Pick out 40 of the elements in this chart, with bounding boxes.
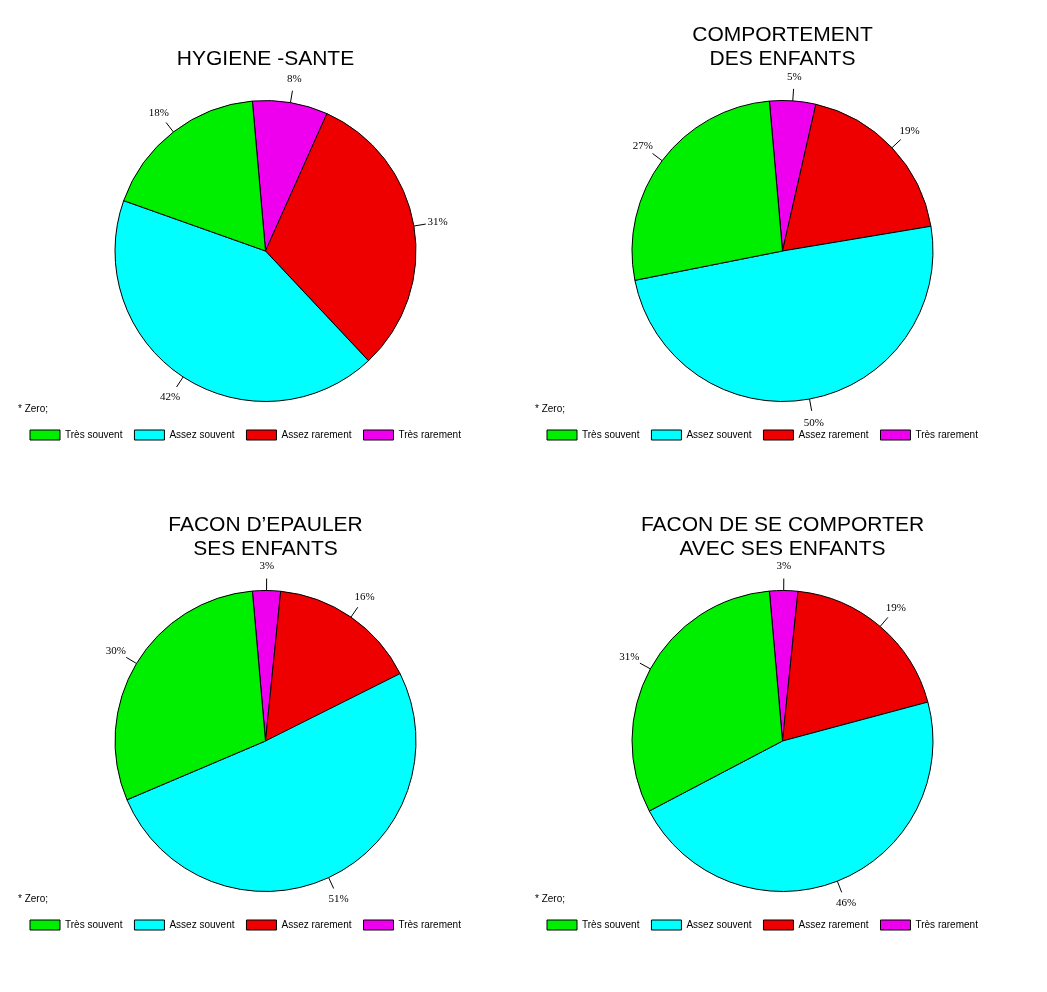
legend-label: Assez souvent <box>686 428 752 440</box>
legend-label: Assez rarement <box>281 918 352 930</box>
data-label: 8% <box>287 71 302 84</box>
data-label: 51% <box>328 892 349 905</box>
chart-title: HYGIENE -SANTE <box>176 45 355 70</box>
legend-label: Assez souvent <box>686 918 752 930</box>
data-label: 3% <box>259 559 275 572</box>
data-label: 16% <box>354 590 375 603</box>
data-label: 30% <box>105 644 127 657</box>
legend-label: Assez rarement <box>798 918 869 930</box>
legend-label: Très souvent <box>582 918 640 930</box>
chart-title: COMPORTEMENT DES ENFANTS <box>692 21 873 70</box>
chart-title: FACON DE SE COMPORTER AVEC SES ENFANTS <box>640 511 925 560</box>
legend-label: Assez rarement <box>798 428 869 440</box>
data-label: 19% <box>899 124 920 137</box>
data-label: 5% <box>787 69 802 82</box>
chart-title: FACON D’EPAULER SES ENFANTS <box>168 511 363 560</box>
data-label: 18% <box>148 105 169 118</box>
legend-title: * Zero; <box>18 402 49 414</box>
legend-label: Assez souvent <box>169 428 235 440</box>
legend-label: Assez souvent <box>169 918 235 930</box>
data-label: 42% <box>159 389 181 402</box>
data-label: 50% <box>803 415 824 428</box>
legend-label: Très rarement <box>915 918 979 930</box>
data-label: 31% <box>427 214 448 227</box>
data-label: 19% <box>885 601 906 614</box>
data-label: 27% <box>632 139 654 152</box>
legend-title: * Zero; <box>18 892 49 904</box>
legend-title: * Zero; <box>535 402 566 414</box>
legend-label: Très souvent <box>65 918 123 930</box>
legend-label: Très souvent <box>582 428 640 440</box>
legend-label: Très souvent <box>65 428 123 440</box>
data-label: 46% <box>835 896 857 909</box>
legend-label: Très rarement <box>398 918 462 930</box>
legend-label: Très rarement <box>915 428 979 440</box>
legend-label: Très rarement <box>398 428 462 440</box>
legend-label: Assez rarement <box>281 428 352 440</box>
data-label: 3% <box>776 559 792 572</box>
legend-title: * Zero; <box>535 892 566 904</box>
data-label: 31% <box>619 650 640 663</box>
